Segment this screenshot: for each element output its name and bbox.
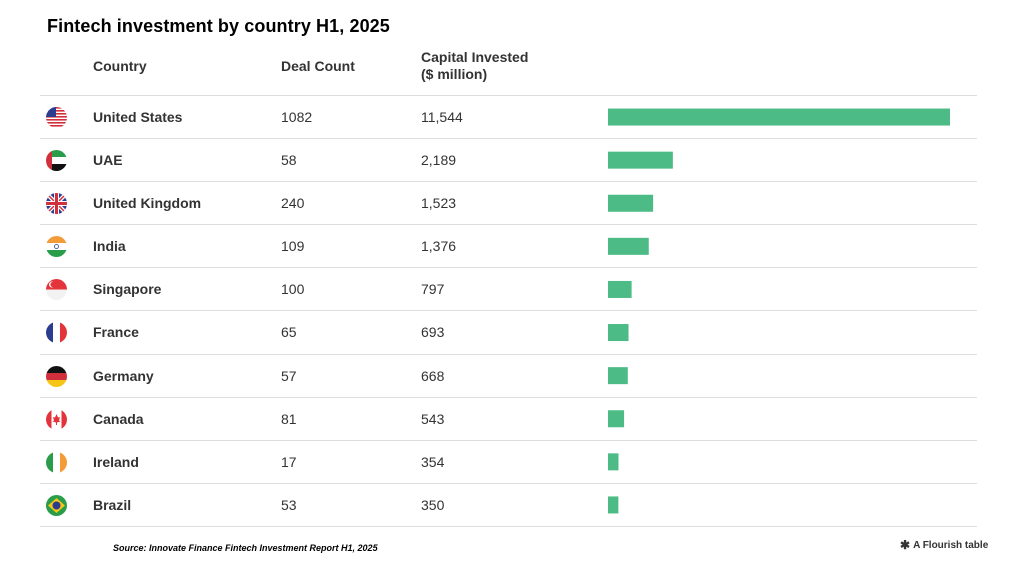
- table-row: United States 1082 11,544: [40, 96, 977, 140]
- table-row: United Kingdom 240 1,523: [40, 182, 977, 226]
- country-name: France: [93, 324, 139, 341]
- table-row: France 65 693: [40, 311, 977, 355]
- ireland-flag-icon: [46, 451, 67, 473]
- deal-count: 1082: [281, 109, 313, 125]
- deal-count: 100: [281, 281, 305, 298]
- deal-count: 17: [281, 453, 297, 470]
- country-name: Ireland: [93, 453, 139, 470]
- table-row: Brazil 53 350: [40, 484, 977, 527]
- column-header-country: Country: [93, 58, 147, 74]
- country-name: Brazil: [93, 496, 132, 513]
- source-note: Source: Innovate Finance Fintech Investm…: [113, 543, 378, 553]
- france-flag-icon: [46, 322, 67, 344]
- country-name: UAE: [93, 152, 123, 169]
- us-flag-icon: [46, 107, 67, 128]
- column-header-capital-line2: ($ million): [421, 66, 488, 82]
- canada-flag-icon: [46, 408, 67, 430]
- country-name: United States: [93, 109, 183, 125]
- column-header-capital-line1: Capital Invested: [421, 49, 529, 65]
- deal-count: 65: [281, 324, 297, 341]
- table-row: Germany 57 668: [40, 355, 977, 398]
- column-header-capital-invested: Capital Invested ($ million): [421, 49, 528, 83]
- capital-invested: 1,376: [421, 238, 457, 255]
- capital-invested: 354: [421, 453, 445, 470]
- capital-invested: 797: [421, 281, 445, 298]
- table-row: India 109 1,376: [40, 225, 977, 269]
- capital-invested: 350: [421, 496, 445, 513]
- country-name: United Kingdom: [93, 195, 202, 212]
- table-body: United States 1082 11,544 UAE 58 2,189 United …: [40, 96, 977, 527]
- capital-invested: 11,544: [421, 109, 463, 125]
- germany-flag-icon: [46, 365, 67, 387]
- table-row: Canada 81 543: [40, 398, 977, 441]
- brazil-flag-icon: [46, 494, 67, 516]
- uk-flag-icon: [46, 193, 67, 215]
- country-name: Canada: [93, 410, 144, 427]
- capital-invested: 2,189: [421, 152, 457, 169]
- deal-count: 53: [281, 496, 297, 513]
- table-row: Ireland 17 354: [40, 441, 977, 484]
- flourish-credit-label: A Flourish table: [913, 539, 989, 551]
- capital-invested: 1,523: [421, 195, 457, 212]
- deal-count: 58: [281, 152, 297, 169]
- table-row: UAE 58 2,189: [40, 139, 977, 183]
- table-row: Singapore 100 797: [40, 268, 977, 312]
- column-header-deal-count: Deal Count: [281, 58, 355, 74]
- capital-invested: 668: [421, 367, 445, 384]
- singapore-flag-icon: [46, 279, 67, 301]
- deal-count: 109: [281, 238, 305, 255]
- deal-count: 81: [281, 410, 297, 427]
- capital-invested: 693: [421, 324, 445, 341]
- chart-title: Fintech investment by country H1, 2025: [47, 16, 390, 36]
- uae-flag-icon: [46, 150, 67, 172]
- flourish-credit[interactable]: ✱ A Flourish table: [900, 539, 988, 551]
- deal-count: 57: [281, 367, 297, 384]
- country-name: Germany: [93, 367, 154, 384]
- country-name: India: [93, 238, 126, 255]
- header-divider: [40, 95, 977, 96]
- country-name: Singapore: [93, 281, 162, 298]
- flourish-logo-icon: ✱: [900, 538, 911, 552]
- capital-invested: 543: [421, 410, 445, 427]
- india-flag-icon: [46, 236, 67, 258]
- deal-count: 240: [281, 195, 305, 212]
